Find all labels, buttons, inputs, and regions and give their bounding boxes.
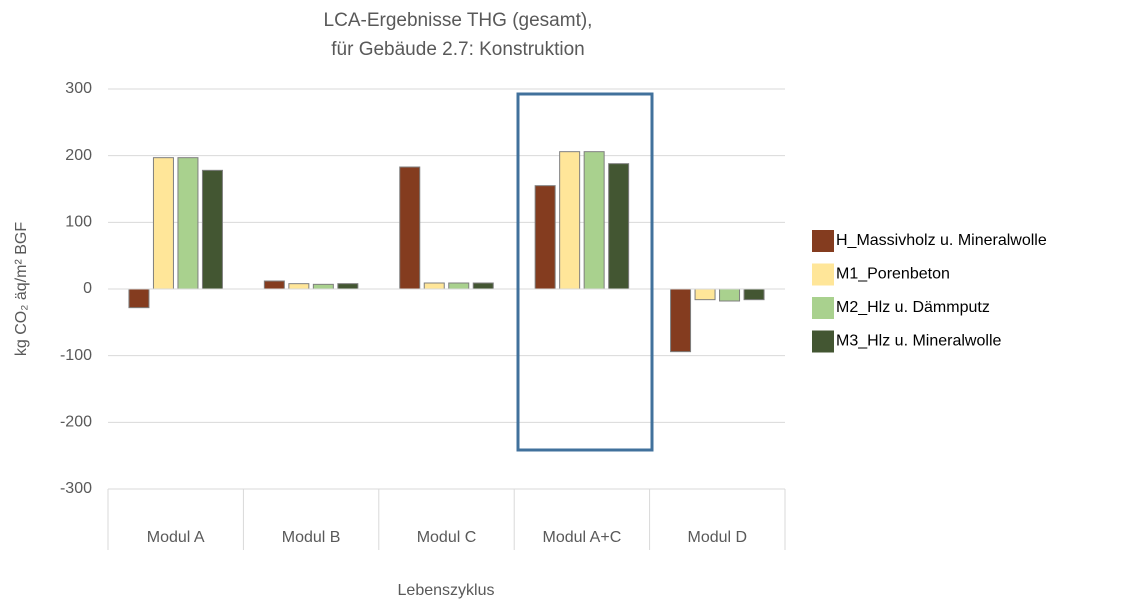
bar <box>608 163 630 290</box>
bar <box>448 282 470 290</box>
legend-label: M1_Porenbeton <box>836 266 950 283</box>
chart-title: LCA-Ergebnisse THG (gesamt), <box>324 10 593 31</box>
bar <box>177 157 199 290</box>
bar <box>337 283 359 290</box>
y-tick-label: 100 <box>65 214 92 231</box>
x-tick-label: Modul A+C <box>543 529 622 546</box>
x-tick-label: Modul B <box>282 529 341 546</box>
x-tick-label: Modul C <box>417 529 477 546</box>
bar <box>670 288 692 353</box>
legend-label: M2_Hlz u. Dämmputz <box>836 299 990 316</box>
y-tick-label: 0 <box>83 280 92 297</box>
bar <box>534 185 556 290</box>
legend-label: M3_Hlz u. Mineralwolle <box>836 333 1001 350</box>
legend-swatch <box>812 230 834 252</box>
bar <box>201 169 223 290</box>
y-axis-title: kg CO₂ äq/m² BGF <box>13 222 30 356</box>
y-tick-label: -200 <box>60 414 92 431</box>
y-tick-label: 200 <box>65 147 92 164</box>
x-tick-label: Modul A <box>147 529 205 546</box>
bar <box>743 288 765 301</box>
y-tick-label: -100 <box>60 347 92 364</box>
x-tick-label: Modul D <box>688 529 748 546</box>
bar <box>559 151 581 290</box>
highlight-box <box>516 92 654 452</box>
y-tick-label: -300 <box>60 480 92 497</box>
legend-swatch <box>812 330 834 353</box>
y-tick-label: 300 <box>65 80 92 97</box>
bar <box>128 288 150 309</box>
bar <box>694 288 716 301</box>
chart-title: für Gebäude 2.7: Konstruktion <box>331 39 585 60</box>
legend-label: H_Massivholz u. Mineralwolle <box>836 232 1047 249</box>
legend-swatch <box>812 263 834 286</box>
bar <box>312 283 334 290</box>
bar <box>719 288 741 302</box>
bar <box>152 157 174 290</box>
legend-swatch <box>812 297 834 319</box>
bar <box>472 282 494 290</box>
bar <box>263 280 285 290</box>
bar <box>288 283 310 290</box>
bar <box>583 151 605 290</box>
x-axis-title: Lebenszyklus <box>398 582 495 599</box>
bar <box>399 166 421 290</box>
bar <box>423 282 445 290</box>
